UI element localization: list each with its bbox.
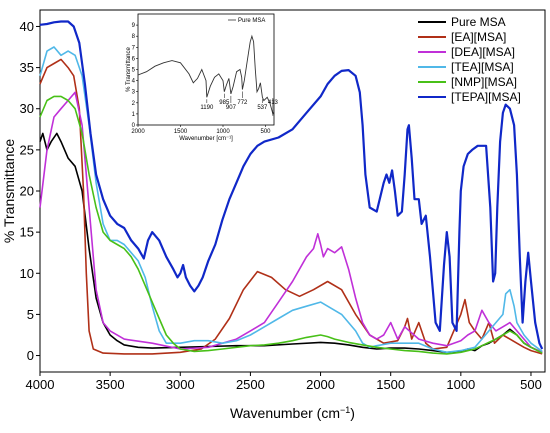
x-tick-label: 1500 [376,377,405,392]
inset-y-tick-label: 3 [132,90,136,96]
series-line-1 [39,58,543,355]
x-axis-title: Wavenumber (cm−1) [230,405,355,421]
x-tick-label: 2000 [306,377,335,392]
x-tick-label: 2500 [236,377,265,392]
inset-annotation-label: 537 [257,105,268,111]
legend-label: [EA][MSA] [451,30,506,44]
x-tick-label: 1000 [446,377,475,392]
inset-legend-label: Pure MSA [238,18,265,24]
y-tick-label: 20 [20,184,34,199]
inset-background [137,13,275,126]
y-tick-label: 10 [20,266,34,281]
inset-y-tick-label: 7 [132,45,136,51]
inset-x-tick-label: 500 [260,129,271,135]
inset-y-tick-label: 6 [132,56,136,62]
inset-annotation-label: 413 [268,100,279,106]
inset-ticks: 2000 1500 1000 500 0 1 2 3 4 5 6 7 8 9 [131,23,271,135]
y-tick-label: 0 [27,348,34,363]
inset-y-tick-label: 1 [132,112,136,118]
inset-y-tick-label: 8 [132,34,136,40]
main-plot-area: 4000 3500 3000 2500 2000 1500 1000 500 05101520… [20,9,546,392]
legend: Pure MSA[EA][MSA][DEA][MSA][TEA][MSA][NM… [418,15,521,104]
inset-y-tick-label: 0 [132,123,136,129]
legend-label: [NMP][MSA] [451,75,517,89]
series-line-5 [39,20,544,350]
inset-y-tick-label: 9 [132,23,136,29]
y-tick-label: 5 [27,307,34,322]
inset-x-tick-label: 2000 [131,129,145,135]
x-tick-label: 3000 [166,377,195,392]
legend-label: [TEA][MSA] [451,60,514,74]
series-line-2 [39,91,543,354]
y-tick-label: 15 [20,225,34,240]
inset-legend: Pure MSA [228,18,265,24]
legend-label: [DEA][MSA] [451,45,515,59]
inset-y-tick-label: 2 [132,101,136,107]
legend-label: [TEPA][MSA] [451,90,521,104]
y-tick-label: 35 [20,60,34,75]
inset-annotation-label: 1190 [200,105,214,111]
y-tick-label: 40 [20,19,34,34]
inset-series-layer [137,34,275,116]
inset-x-tick-label: 1500 [174,129,188,135]
inset-annotation-label: 985 [219,100,230,106]
x-tick-label: 500 [520,377,542,392]
y-axis-ticks: 0 5 10 15 20 25 30 35 40 [20,19,40,363]
y-tick-label: 25 [20,142,34,157]
inset-y-tick-label: 4 [132,79,136,85]
inset-x-axis-title: Wavenumber [cm⁻¹] [179,136,233,142]
y-axis-title: % Transmittance [1,139,17,243]
x-axis-ticks: 4000 3500 3000 2500 2000 1500 1000 500 [26,372,542,392]
inset-y-tick-label: 5 [132,68,136,74]
series-line-4 [39,95,543,355]
inset-series-line-0 [137,34,275,116]
inset-annotation-label: 907 [226,105,237,111]
inset-y-axis-title: % Transmittance [126,46,132,91]
y-tick-label: 30 [20,101,34,116]
series-layer [39,20,544,355]
x-tick-label: 4000 [26,377,55,392]
series-line-3 [39,46,543,354]
inset-x-tick-label: 1000 [216,129,230,135]
x-tick-label: 3500 [96,377,125,392]
legend-label: Pure MSA [451,15,506,29]
inset-annotation-label: 772 [237,100,248,106]
